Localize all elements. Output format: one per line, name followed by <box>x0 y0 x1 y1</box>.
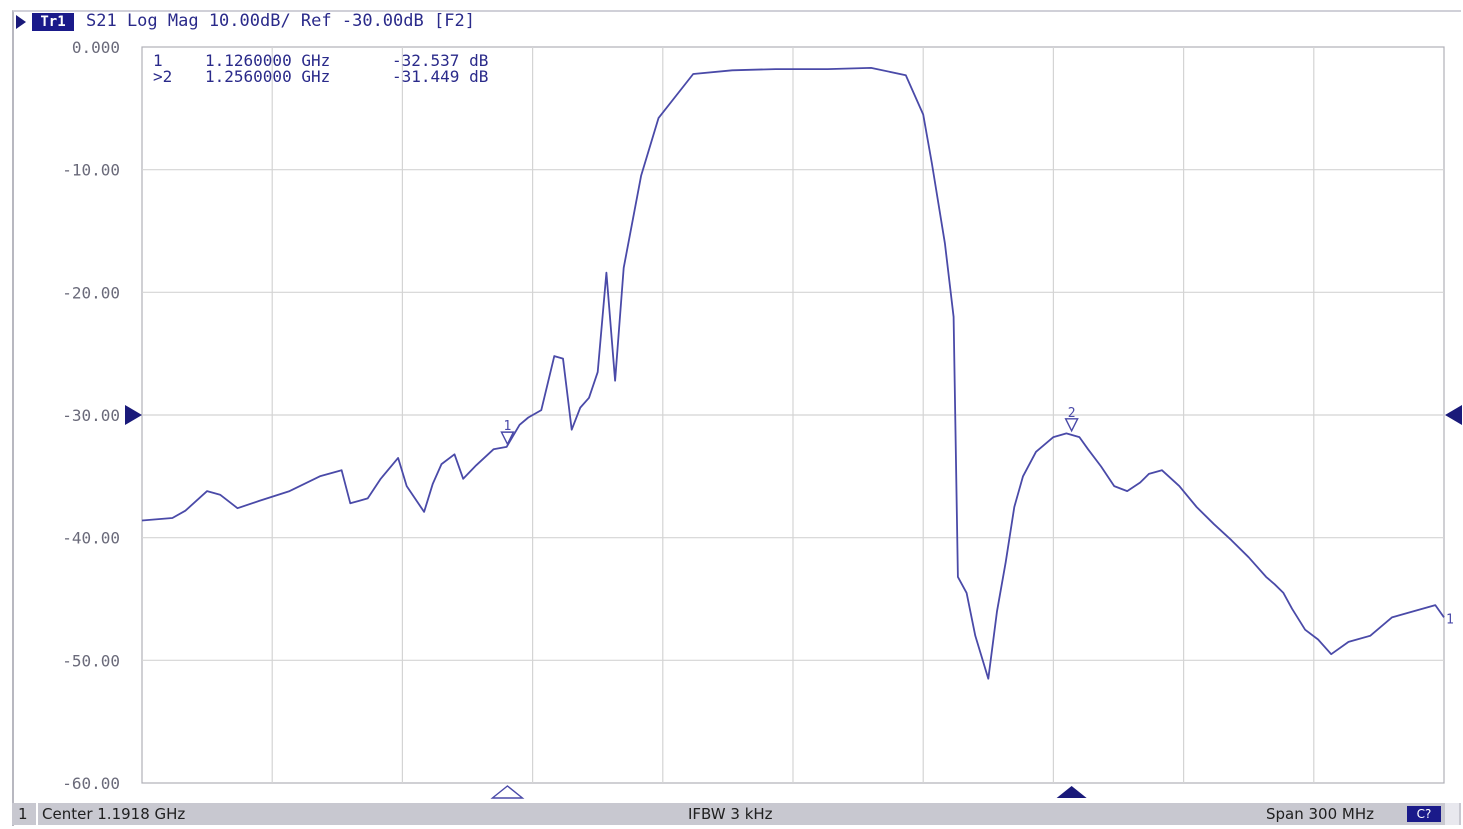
marker-table: 1 1.1260000 GHz -32.537 dB >2 1.2560000 GHz -… <box>153 51 488 86</box>
status-separator <box>36 803 38 825</box>
marker-table-frequency: 1.2560000 GHz <box>205 67 330 86</box>
correction-badge[interactable]: C? <box>1407 806 1441 822</box>
y-tick-label: -30.00 <box>62 406 120 425</box>
marker-indicator-icon[interactable] <box>490 785 525 799</box>
active-trace-arrow-icon <box>16 15 26 29</box>
trace-info[interactable]: S21 Log Mag 10.00dB/ Ref -30.00dB [F2] <box>86 11 475 31</box>
y-tick-label: -50.00 <box>62 651 120 670</box>
marker-id-label: 2 <box>1068 406 1076 421</box>
marker-table-label: 1 <box>153 51 163 70</box>
marker-layer: 12 <box>490 406 1087 799</box>
y-tick-label: -20.00 <box>62 283 120 302</box>
trace-end-label: 1 <box>1446 612 1454 627</box>
marker-table-value: -31.449 dB <box>392 67 488 86</box>
center-frequency[interactable]: Center 1.1918 GHz <box>42 805 186 823</box>
y-tick-label: -60.00 <box>62 774 120 793</box>
reference-level-right-icon <box>1445 405 1462 425</box>
marker-table-label: >2 <box>153 67 172 86</box>
reference-level-left-icon <box>125 405 142 425</box>
status-bar: 1 Center 1.1918 GHz IFBW 3 kHz Span 300 … <box>12 803 1461 825</box>
marker-triangle-icon[interactable] <box>500 431 515 446</box>
marker-triangle-icon[interactable] <box>1064 418 1079 433</box>
trace-badge[interactable]: Tr1 <box>32 13 74 31</box>
y-tick-labels: 0.000 -10.00 -20.00 -30.00 -40.00 -50.00 -60.0… <box>62 38 1462 793</box>
grid <box>141 46 1445 784</box>
y-tick-label: -10.00 <box>62 161 120 180</box>
display-frame <box>12 10 1461 826</box>
marker-table-frequency: 1.1260000 GHz <box>205 51 330 70</box>
status-end-cap <box>1445 803 1459 825</box>
marker-table-value: -32.537 dB <box>392 51 488 70</box>
channel-number[interactable]: 1 <box>18 805 28 823</box>
marker-id-label: 1 <box>504 419 512 434</box>
trace-layer: 1 <box>141 67 1454 680</box>
active-marker-indicator-icon[interactable] <box>1056 786 1087 798</box>
y-tick-label: -40.00 <box>62 529 120 548</box>
y-tick-label: 0.000 <box>72 38 120 57</box>
ifbw-setting[interactable]: IFBW 3 kHz <box>688 805 773 823</box>
span-setting[interactable]: Span 300 MHz <box>1266 805 1375 823</box>
trace-line <box>141 67 1445 680</box>
